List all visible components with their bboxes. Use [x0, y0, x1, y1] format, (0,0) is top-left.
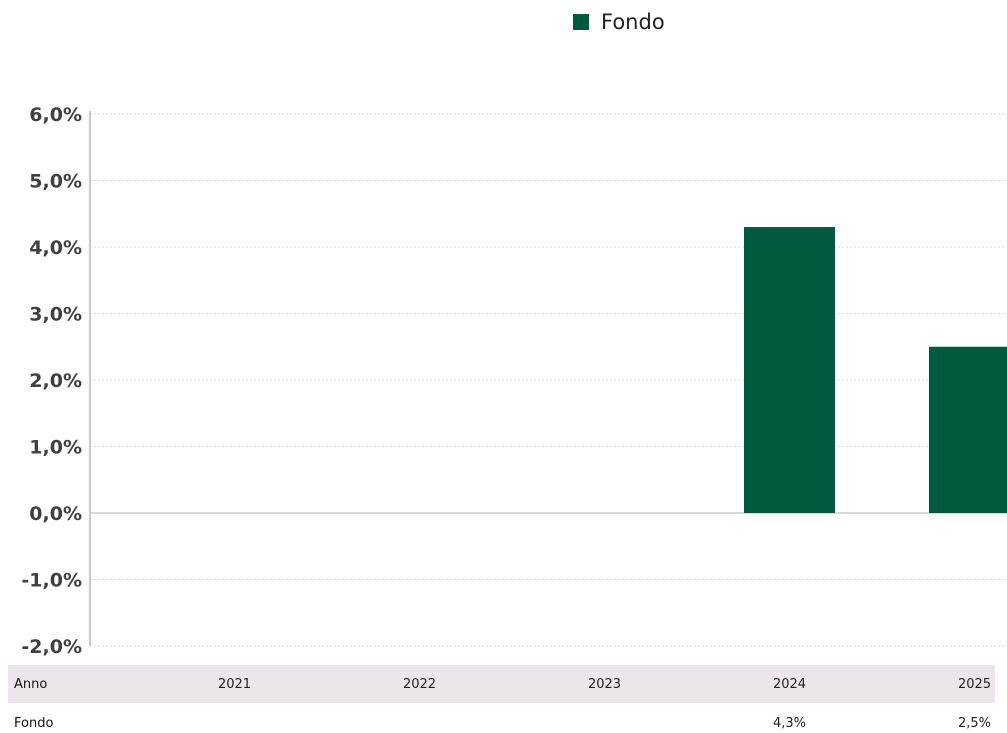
y-tick-label: 6,0%	[29, 104, 82, 126]
y-tick-label: 0,0%	[29, 503, 82, 525]
y-tick-label: 1,0%	[29, 437, 82, 459]
y-tick-label: -1,0%	[21, 570, 82, 592]
year-header-2021: 2021	[217, 677, 252, 692]
y-tick-label: 4,0%	[29, 237, 82, 259]
bar-chart: 6,0% 5,0% 4,0% 3,0% 2,0% 1,0% 0,0% -1,0% -2,0%	[21, 104, 1007, 658]
year-header-2023: 2023	[587, 677, 622, 692]
legend-swatch-fondo	[573, 14, 589, 30]
y-tick-labels: 6,0% 5,0% 4,0% 3,0% 2,0% 1,0% 0,0% -1,0% -2,0%	[21, 104, 82, 658]
y-tick-label: 2,0%	[29, 370, 82, 392]
y-tick-label: 5,0%	[29, 171, 82, 193]
legend-label-fondo: Fondo	[601, 10, 665, 34]
bar-2025	[929, 346, 1007, 513]
y-tick-label: 3,0%	[29, 304, 82, 326]
table-header-label: Anno	[14, 677, 48, 692]
axes	[89, 111, 1007, 646]
table-value-2025: 2,5%	[957, 716, 992, 731]
year-header-2024: 2024	[772, 677, 807, 692]
table-value-2024: 4,3%	[772, 716, 807, 731]
bar-2024	[744, 227, 835, 514]
grid-lines	[90, 113, 1007, 647]
year-header-2025: 2025	[957, 677, 992, 692]
y-tick-label: -2,0%	[21, 636, 82, 658]
chart-legend: Fondo	[573, 9, 665, 35]
table-row-label: Fondo	[14, 716, 54, 731]
year-header-2022: 2022	[402, 677, 437, 692]
bars	[744, 227, 1007, 514]
year-header-band	[8, 665, 995, 703]
